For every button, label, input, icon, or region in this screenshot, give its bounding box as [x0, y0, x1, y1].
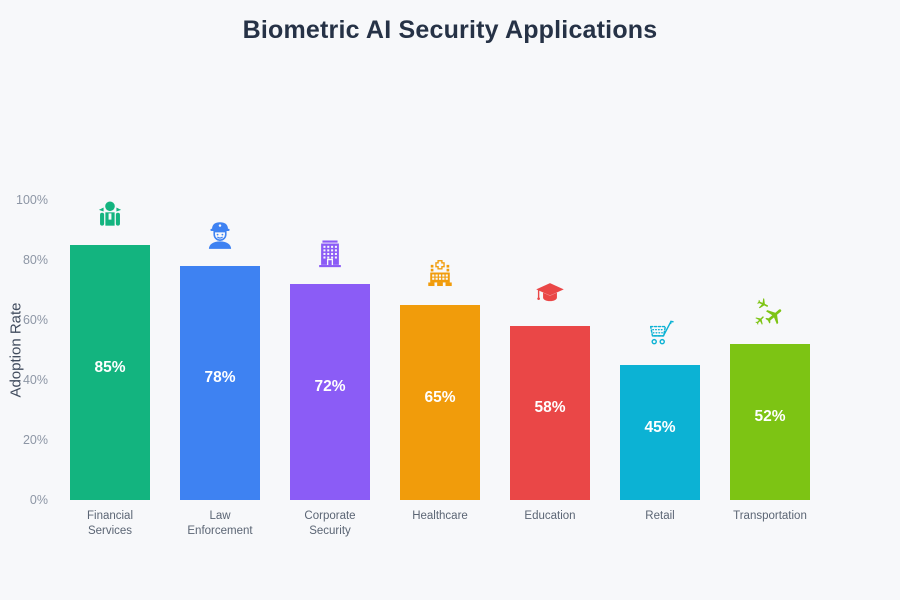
office-building-icon	[314, 238, 346, 270]
hospital-icon	[424, 259, 456, 291]
bar-value-label: 85%	[94, 358, 126, 376]
x-tick-label-financial-services: Financial Services	[86, 510, 134, 537]
bar-corporate-security: 72%	[290, 284, 370, 500]
police-officer-icon	[204, 220, 236, 252]
bar-value-label: 65%	[424, 388, 456, 406]
shopping-cart-icon	[644, 319, 676, 351]
x-tick-label-retail: Retail	[645, 510, 675, 522]
bar-value-label: 72%	[314, 378, 346, 395]
bar-healthcare: 65%	[400, 305, 480, 500]
x-tick-label-corporate-security: Corporate Security	[304, 510, 356, 537]
bar-value-label: 45%	[644, 418, 676, 436]
bar-law-enforcement: 78%	[180, 266, 260, 500]
y-tick-label: 0%	[29, 493, 48, 507]
x-tick-label-transportation: Transportation	[733, 510, 807, 522]
bar-transportation: 52%	[730, 344, 810, 500]
y-tick-label: 40%	[22, 373, 48, 387]
x-tick-label-law-enforcement: Law Enforcement	[187, 510, 253, 537]
x-tick-label-education: Education	[524, 510, 576, 522]
y-tick-label: 60%	[22, 313, 48, 327]
bar-value-label: 78%	[204, 369, 236, 386]
person-tie-icon	[94, 199, 126, 231]
y-tick-label: 80%	[22, 253, 48, 267]
bar-value-label: 58%	[534, 399, 566, 416]
bar-financial-services: 85%	[70, 245, 150, 500]
chart-title: Biometric AI Security Applications	[242, 16, 658, 44]
airplanes-icon	[754, 298, 786, 330]
y-tick-label: 20%	[22, 433, 48, 447]
bar-education: 58%	[510, 326, 590, 500]
x-tick-label-healthcare: Healthcare	[412, 510, 468, 522]
bar-retail: 45%	[620, 365, 700, 500]
bar-value-label: 52%	[754, 408, 786, 425]
graduation-cap-icon	[534, 280, 566, 312]
y-tick-label: 100%	[16, 193, 48, 207]
